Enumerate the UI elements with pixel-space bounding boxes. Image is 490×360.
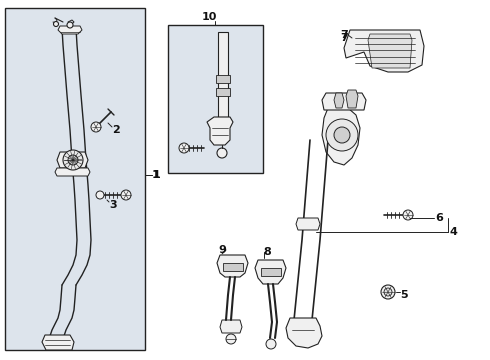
Circle shape — [53, 22, 58, 27]
Text: 7: 7 — [340, 33, 348, 43]
Circle shape — [381, 285, 395, 299]
Circle shape — [67, 22, 73, 28]
Circle shape — [68, 155, 78, 165]
Polygon shape — [207, 117, 233, 145]
Polygon shape — [346, 90, 358, 108]
Text: 6: 6 — [435, 213, 443, 223]
Polygon shape — [42, 335, 74, 350]
Circle shape — [334, 127, 350, 143]
Circle shape — [121, 190, 131, 200]
Polygon shape — [255, 260, 286, 284]
Bar — [216, 75, 230, 83]
Polygon shape — [58, 26, 82, 34]
Bar — [223, 263, 243, 271]
Circle shape — [91, 122, 101, 132]
Polygon shape — [322, 108, 360, 165]
Text: 1: 1 — [152, 170, 160, 180]
Circle shape — [179, 143, 189, 153]
Polygon shape — [334, 93, 344, 108]
Text: 3: 3 — [109, 200, 117, 210]
Text: 10: 10 — [202, 12, 218, 22]
Text: 1: 1 — [153, 170, 161, 180]
Polygon shape — [55, 168, 90, 176]
Polygon shape — [286, 318, 322, 348]
Bar — [5, 8, 145, 350]
Text: 8: 8 — [263, 247, 271, 257]
Bar — [216, 88, 230, 96]
Text: 5: 5 — [400, 290, 408, 300]
Text: 9: 9 — [218, 245, 226, 255]
Text: 4: 4 — [450, 227, 458, 237]
Polygon shape — [344, 30, 424, 72]
Circle shape — [96, 191, 104, 199]
Polygon shape — [220, 320, 242, 333]
Circle shape — [266, 339, 276, 349]
Circle shape — [226, 334, 236, 344]
Bar — [261, 268, 281, 276]
Circle shape — [326, 119, 358, 151]
Circle shape — [63, 150, 83, 170]
Bar — [168, 25, 263, 173]
Circle shape — [384, 288, 392, 296]
Polygon shape — [217, 255, 248, 277]
Polygon shape — [57, 152, 88, 168]
Text: 7: 7 — [340, 30, 348, 40]
Polygon shape — [296, 218, 320, 230]
Bar — [218, 32, 228, 117]
Polygon shape — [322, 93, 366, 110]
Circle shape — [403, 210, 413, 220]
Text: 2: 2 — [112, 125, 120, 135]
Polygon shape — [368, 34, 412, 68]
Circle shape — [217, 148, 227, 158]
